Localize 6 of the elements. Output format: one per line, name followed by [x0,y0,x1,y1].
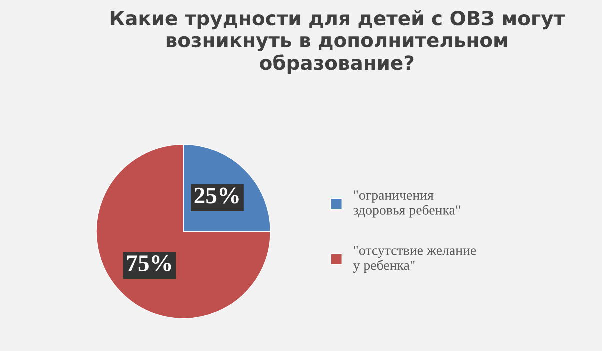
pie-slice [96,144,272,320]
data-label: 25% [194,188,239,204]
chart-title: Какие трудности для детей с ОВЗ могут возникнуть в дополнительном образование? [110,10,565,74]
data-label: 75% [127,255,172,272]
legend-label: "ограничения здоровья ребенка" [354,190,460,218]
legend-label: "отсутствие желание у ребенка" [353,246,476,274]
